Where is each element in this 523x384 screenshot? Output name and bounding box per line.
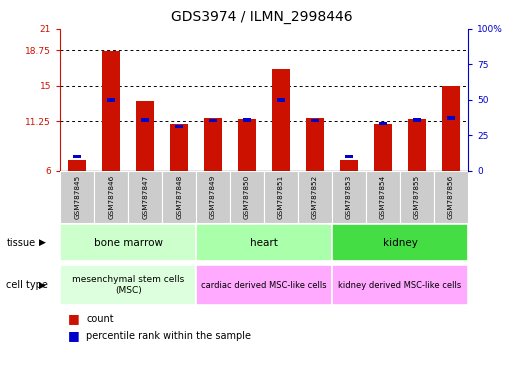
Bar xyxy=(374,124,392,171)
Text: GSM787847: GSM787847 xyxy=(142,175,148,219)
FancyBboxPatch shape xyxy=(60,171,94,223)
Bar xyxy=(413,118,421,121)
Bar xyxy=(136,101,154,171)
Bar xyxy=(238,119,256,171)
FancyBboxPatch shape xyxy=(196,265,332,305)
FancyBboxPatch shape xyxy=(264,171,298,223)
Text: percentile rank within the sample: percentile rank within the sample xyxy=(86,331,251,341)
Text: cell type: cell type xyxy=(6,280,48,290)
FancyBboxPatch shape xyxy=(366,171,400,223)
Bar xyxy=(340,159,358,171)
FancyBboxPatch shape xyxy=(60,224,196,262)
Text: ■: ■ xyxy=(68,329,79,343)
FancyBboxPatch shape xyxy=(332,171,366,223)
Text: GSM787852: GSM787852 xyxy=(312,175,318,219)
Text: GSM787846: GSM787846 xyxy=(108,175,114,219)
FancyBboxPatch shape xyxy=(196,171,230,223)
Bar xyxy=(73,155,81,159)
FancyBboxPatch shape xyxy=(230,171,264,223)
Text: GSM787850: GSM787850 xyxy=(244,175,250,219)
Text: GSM787849: GSM787849 xyxy=(210,175,216,219)
FancyBboxPatch shape xyxy=(128,171,162,223)
FancyBboxPatch shape xyxy=(162,171,196,223)
Text: ▶: ▶ xyxy=(39,281,46,290)
Bar xyxy=(408,119,426,171)
Text: heart: heart xyxy=(250,238,278,248)
Text: count: count xyxy=(86,314,114,324)
Text: ▶: ▶ xyxy=(39,238,46,247)
FancyBboxPatch shape xyxy=(332,224,468,262)
Text: GSM787855: GSM787855 xyxy=(414,175,420,219)
FancyBboxPatch shape xyxy=(60,265,196,305)
Text: GSM787845: GSM787845 xyxy=(74,175,80,219)
FancyBboxPatch shape xyxy=(400,171,434,223)
Text: mesenchymal stem cells
(MSC): mesenchymal stem cells (MSC) xyxy=(72,275,184,295)
Bar xyxy=(306,118,324,171)
FancyBboxPatch shape xyxy=(332,265,468,305)
Text: tissue: tissue xyxy=(6,238,36,248)
Text: GSM787854: GSM787854 xyxy=(380,175,386,219)
Bar xyxy=(345,155,353,159)
Bar xyxy=(107,98,115,102)
Text: GSM787851: GSM787851 xyxy=(278,175,284,219)
Bar xyxy=(447,116,455,120)
Bar xyxy=(175,124,183,128)
Bar xyxy=(170,124,188,171)
Bar xyxy=(204,118,222,171)
Text: bone marrow: bone marrow xyxy=(94,238,163,248)
Text: kidney: kidney xyxy=(383,238,417,248)
Text: kidney derived MSC-like cells: kidney derived MSC-like cells xyxy=(338,281,462,290)
Bar xyxy=(243,118,251,122)
FancyBboxPatch shape xyxy=(196,224,332,262)
Bar xyxy=(68,159,86,171)
Bar xyxy=(141,118,149,121)
Bar xyxy=(442,86,460,171)
FancyBboxPatch shape xyxy=(298,171,332,223)
Bar xyxy=(272,69,290,171)
Bar xyxy=(209,119,217,122)
FancyBboxPatch shape xyxy=(434,171,468,223)
Text: GDS3974 / ILMN_2998446: GDS3974 / ILMN_2998446 xyxy=(170,10,353,23)
Text: GSM787853: GSM787853 xyxy=(346,175,352,219)
Text: ■: ■ xyxy=(68,312,79,325)
Bar xyxy=(311,119,319,122)
Bar xyxy=(379,122,387,125)
Bar xyxy=(277,98,285,102)
Text: cardiac derived MSC-like cells: cardiac derived MSC-like cells xyxy=(201,281,327,290)
Text: GSM787848: GSM787848 xyxy=(176,175,182,219)
Text: GSM787856: GSM787856 xyxy=(448,175,454,219)
FancyBboxPatch shape xyxy=(94,171,128,223)
Bar xyxy=(102,51,120,171)
